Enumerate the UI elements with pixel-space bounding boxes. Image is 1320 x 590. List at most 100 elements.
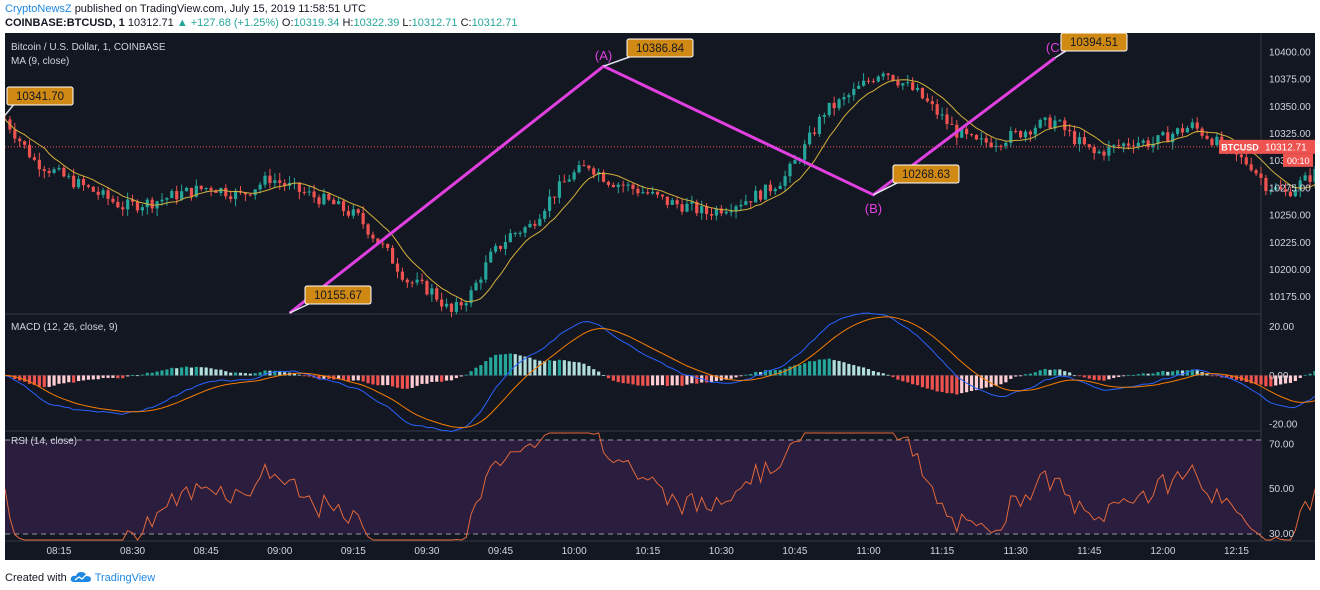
macd-histogram-bar (989, 375, 993, 387)
countdown-tag: 00:10 (1287, 156, 1310, 166)
candle-body (57, 167, 61, 170)
candle-body (989, 142, 993, 147)
candle-body (302, 191, 306, 193)
candle-body (920, 87, 925, 99)
candle-body (322, 193, 326, 205)
macd-histogram-bar (204, 367, 208, 376)
chart-area[interactable]: 10400.0010375.0010350.0010325.0010300.00… (5, 33, 1315, 560)
candle-body (1058, 120, 1062, 122)
candle-body (1175, 128, 1180, 134)
high-label: H: (342, 17, 354, 29)
macd-histogram-bar (592, 369, 596, 376)
ohlc-line: COINBASE:BTCUSD, 1 10312.71 ▲ +127.68 (+… (5, 17, 517, 29)
y-tick-label: -20.00 (1269, 420, 1298, 431)
macd-histogram-bar (371, 375, 375, 385)
rsi-pane (5, 432, 1315, 541)
macd-histogram-bar (1146, 373, 1150, 376)
tradingview-cloud-icon (70, 572, 91, 582)
macd-histogram-bar (626, 375, 630, 384)
macd-histogram-bar (253, 373, 257, 376)
macd-histogram-bar (243, 373, 248, 376)
candle-body (572, 172, 576, 180)
candle-body (170, 191, 174, 199)
candle-body (1215, 136, 1219, 146)
author-link[interactable]: CryptoNewsZ (5, 3, 72, 15)
macd-histogram-bar (405, 375, 409, 389)
candle-body (930, 101, 934, 105)
candle-body (518, 232, 522, 234)
macd-histogram-bar (704, 375, 709, 383)
candle-body (1244, 157, 1248, 165)
macd-histogram-bar (356, 375, 360, 381)
candle-body (72, 175, 76, 188)
candle-body (925, 98, 929, 102)
macd-histogram-bar (1269, 375, 1273, 387)
macd-histogram-bar (1156, 372, 1160, 376)
x-tick-label: 10:15 (635, 546, 660, 557)
macd-histogram-bar (808, 361, 812, 376)
macd-histogram-bar (430, 375, 434, 382)
macd-histogram-bar (1092, 375, 1096, 380)
candle-body (758, 190, 763, 200)
candle-body (283, 182, 287, 186)
x-tick-label: 12:15 (1224, 546, 1249, 557)
macd-histogram-bar (273, 370, 277, 376)
candle-body (739, 204, 743, 207)
macd-histogram-bar (852, 365, 856, 376)
macd-histogram-bar (278, 371, 282, 376)
candle-body (1087, 144, 1091, 148)
callout-label: 10155.67 (314, 290, 362, 302)
candle-body (1023, 131, 1028, 138)
candle-body (430, 288, 434, 295)
macd-histogram-bar (498, 354, 503, 376)
macd-histogram-bar (1283, 375, 1288, 384)
macd-histogram-bar (1274, 375, 1278, 386)
candle-body (523, 227, 527, 233)
macd-histogram-bar (582, 363, 586, 376)
candle-body (307, 191, 311, 193)
macd-histogram-bar (1215, 375, 1219, 377)
x-tick-label: 11:00 (856, 546, 881, 557)
macd-histogram-bar (1254, 375, 1258, 385)
macd-histogram-bar (842, 362, 846, 376)
macd-histogram-bar (317, 375, 321, 380)
y-tick-label: 10350.00 (1269, 102, 1311, 113)
macd-histogram-bar (1063, 371, 1067, 376)
tradingview-link[interactable]: TradingView (94, 572, 156, 584)
macd-histogram-bar (994, 375, 998, 386)
candle-body (1205, 135, 1209, 139)
macd-histogram-bar (1077, 375, 1082, 377)
candle-body (734, 206, 738, 212)
candle-body (822, 114, 826, 117)
macd-histogram-bar (140, 374, 144, 376)
macd-histogram-bar (999, 375, 1003, 385)
candle-body (489, 251, 493, 263)
ma-line (5, 79, 1315, 303)
candle-body (297, 182, 301, 192)
macd-histogram-bar (817, 359, 822, 376)
candle-body (1200, 128, 1204, 136)
macd-histogram-bar (606, 375, 611, 379)
y-tick-label: 10200.00 (1269, 265, 1311, 276)
macd-histogram-bar (86, 375, 91, 380)
candle-body (341, 201, 346, 212)
candle-body (263, 175, 267, 185)
low-value: 10312.71 (411, 17, 458, 29)
candle-body (440, 299, 444, 307)
rsi-pane-title: RSI (14, close) (11, 436, 77, 447)
macd-histogram-bar (822, 359, 826, 376)
macd-histogram-bar (1038, 370, 1042, 376)
candle-body (111, 198, 115, 202)
y-tick-label: 30.00 (1269, 529, 1294, 540)
macd-histogram-bar (1244, 375, 1248, 383)
macd-histogram-bar (930, 375, 934, 390)
macd-histogram-bar (400, 375, 405, 389)
macd-histogram-bar (901, 375, 905, 382)
macd-histogram-bar (1122, 375, 1126, 377)
close-label: C: (460, 17, 472, 29)
macd-histogram-bar (1053, 369, 1057, 376)
candle-body (592, 168, 596, 175)
chart-svg[interactable]: 10400.0010375.0010350.0010325.0010300.00… (5, 33, 1315, 560)
macd-histogram-bar (572, 361, 576, 376)
macd-histogram-bar (945, 375, 949, 394)
